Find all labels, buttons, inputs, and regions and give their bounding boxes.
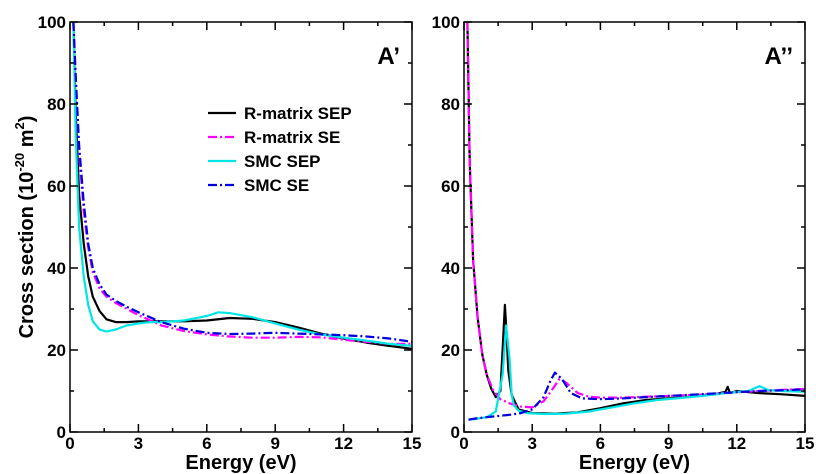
legend-label: R-matrix SE: [244, 128, 340, 147]
y-tick-label: 60: [441, 177, 460, 196]
series-line-r-matrix-sep: [466, 21, 805, 415]
x-tick-label: 9: [270, 434, 279, 453]
series-line-smc-se: [72, 21, 412, 343]
x-tick-label: 3: [134, 434, 143, 453]
x-axis-title: Energy (eV): [579, 452, 690, 474]
x-tick-label: 15: [796, 434, 815, 453]
legend-label: SMC SE: [244, 176, 309, 195]
series-line-smc-sep: [468, 324, 805, 421]
chart-panel-1: 0 3 6 9 12 15 0 20 40 60 80 100 Energy (eV) A’ Cross s…: [12, 13, 421, 474]
series-line-r-matrix-se: [466, 21, 805, 409]
legend-label: R-matrix SEP: [244, 104, 352, 123]
legend-label: SMC SEP: [244, 152, 321, 171]
plot-frame: [69, 21, 413, 433]
x-tick-label: 12: [727, 434, 746, 453]
y-tick-label: 20: [47, 341, 66, 360]
x-tick-label: 9: [664, 434, 673, 453]
y-tick-label: 100: [432, 13, 460, 32]
x-axis-title: Energy (eV): [185, 452, 296, 474]
x-tick-label: 3: [527, 434, 536, 453]
series-line-smc-se: [468, 371, 805, 421]
y-tick-label: 0: [451, 423, 460, 442]
chart-panel-2: 0 3 6 9 12 15 0 20 40 60 80 100 Energy (eV) A’’: [432, 13, 815, 474]
y-tick-label: 80: [47, 95, 66, 114]
y-tick-label: 20: [441, 341, 460, 360]
x-tick-label: 6: [202, 434, 211, 453]
x-tick-label: 0: [65, 434, 74, 453]
plot-frame: [463, 21, 806, 433]
y-tick-label: 100: [38, 13, 66, 32]
series-line-r-matrix-sep: [72, 21, 412, 350]
x-tick-label: 12: [334, 434, 353, 453]
series-line-smc-sep: [72, 21, 412, 347]
panel-label: A’’: [765, 43, 793, 70]
legend: R-matrix SEP R-matrix SE SMC SEP SMC SE: [208, 104, 352, 195]
y-tick-label: 0: [57, 423, 66, 442]
series-line-r-matrix-se: [72, 21, 412, 345]
y-tick-label: 40: [441, 259, 460, 278]
y-tick-label: 40: [47, 259, 66, 278]
y-axis-title: Cross section (10-20 m2): [12, 116, 38, 339]
x-tick-label: 6: [596, 434, 605, 453]
x-tick-label: 0: [459, 434, 468, 453]
y-tick-label: 80: [441, 95, 460, 114]
y-tick-label: 60: [47, 177, 66, 196]
x-tick-label: 15: [403, 434, 422, 453]
panel-label: A’: [377, 43, 400, 70]
